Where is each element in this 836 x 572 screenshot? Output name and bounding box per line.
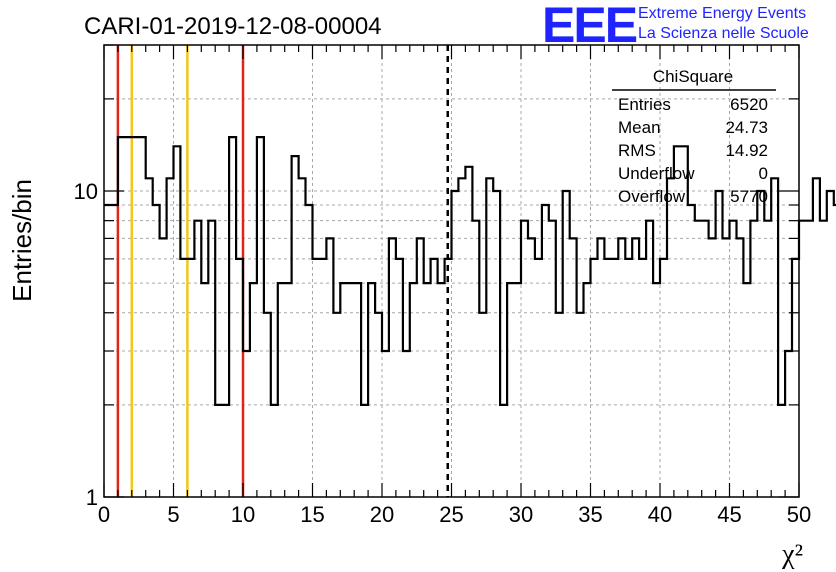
x-tick-label: 20 — [370, 502, 394, 527]
x-tick-label: 40 — [648, 502, 672, 527]
histogram-series — [104, 136, 836, 406]
y-tick-label: 1 — [86, 485, 98, 510]
stats-label-underflow: Underflow — [618, 164, 695, 183]
y-tick-label: 10 — [74, 179, 98, 204]
stats-label-overflow: Overflow — [618, 187, 686, 206]
stats-value-mean: 24.73 — [725, 118, 768, 137]
eee-logo: EEE Extreme Energy Events La Scienza nel… — [542, 0, 809, 53]
logo-caption-line2: La Scienza nelle Scuole — [638, 25, 809, 42]
x-axis-label: χ² — [781, 539, 803, 570]
stats-label-rms: RMS — [618, 141, 656, 160]
x-tick-label: 25 — [439, 502, 463, 527]
stats-box: ChiSquare Entries 6520 Mean 24.73 RMS 14… — [612, 67, 776, 206]
logo-mark: EEE — [542, 0, 637, 53]
x-tick-label: 35 — [578, 502, 602, 527]
stats-value-entries: 6520 — [730, 95, 768, 114]
x-tick-labels: 0 5 10 15 20 25 30 35 40 45 50 — [98, 502, 811, 527]
stats-value-overflow: 5770 — [730, 187, 768, 206]
x-tick-label: 45 — [717, 502, 741, 527]
x-tick-label: 15 — [300, 502, 324, 527]
y-axis-label: Entries/bin — [7, 179, 37, 302]
stats-label-mean: Mean — [618, 118, 661, 137]
reference-lines — [116, 45, 449, 497]
x-tick-label: 10 — [231, 502, 255, 527]
y-tick-labels: 1 10 — [74, 179, 98, 510]
logo-caption-line1: Extreme Energy Events — [638, 5, 806, 22]
stats-value-underflow: 0 — [759, 164, 768, 183]
stats-value-rms: 14.92 — [725, 141, 768, 160]
x-tick-label: 50 — [787, 502, 811, 527]
x-tick-label: 30 — [509, 502, 533, 527]
x-tick-label: 5 — [167, 502, 179, 527]
stats-title: ChiSquare — [653, 67, 733, 86]
stats-label-entries: Entries — [618, 95, 671, 114]
x-tick-label: 0 — [98, 502, 110, 527]
run-title: CARI-01-2019-12-08-00004 — [84, 13, 382, 40]
axis-ticks — [103, 44, 800, 498]
